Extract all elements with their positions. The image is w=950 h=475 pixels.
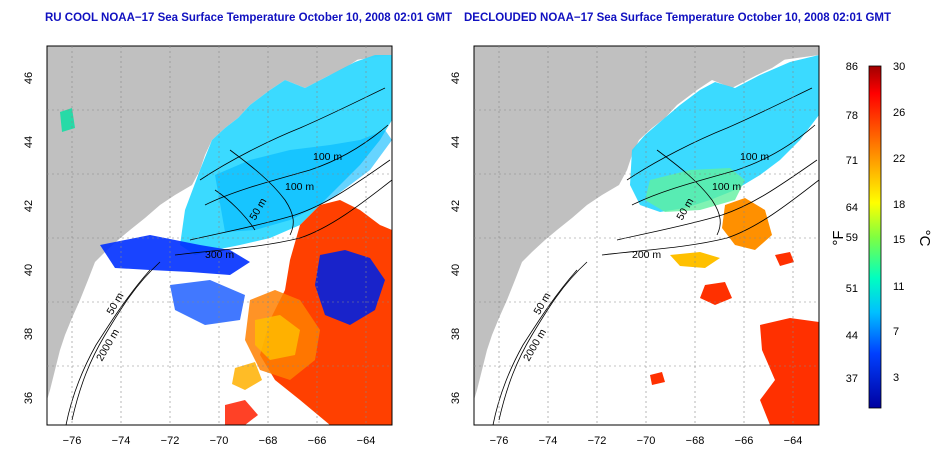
lon-tick: −74 — [539, 435, 558, 447]
contour-label: 100 m — [285, 181, 314, 193]
lat-tick: 44 — [23, 136, 35, 148]
shelf-water-cool — [630, 55, 819, 212]
right-map-title: DECLOUDED NOAA−17 Sea Surface Temperatur… — [464, 12, 892, 24]
celsius-tick: 18 — [893, 199, 905, 211]
right-map: 100 m 100 m 50 m 200 m 50 m 2000 m 36 38… — [450, 45, 820, 447]
lon-tick: −72 — [161, 435, 180, 447]
lat-tick: 46 — [23, 72, 35, 84]
colorbar: 86 78 71 64 59 51 44 37 30 26 22 18 15 1… — [830, 61, 933, 409]
left-map: 100 m 100 m 50 m 300 m 50 m 2000 m 36 38… — [23, 45, 393, 447]
lon-tick: −68 — [259, 435, 278, 447]
contour-label: 100 m — [740, 151, 769, 163]
left-lon-axis: −76 −74 −72 −70 −68 −66 −64 — [63, 435, 376, 447]
lon-tick: −66 — [308, 435, 327, 447]
fahrenheit-tick: 44 — [846, 330, 858, 342]
fahrenheit-tick: 51 — [846, 283, 858, 295]
fahrenheit-tick: 64 — [846, 202, 858, 214]
lon-tick: −76 — [490, 435, 509, 447]
fahrenheit-tick: 78 — [846, 110, 858, 122]
celsius-ticks: 30 26 22 18 15 11 7 3 — [893, 61, 905, 384]
celsius-tick: 7 — [893, 326, 899, 338]
lat-tick: 40 — [23, 264, 35, 276]
left-map-title: RU COOL NOAA−17 Sea Surface Temperature … — [45, 12, 453, 24]
lon-tick: −70 — [210, 435, 229, 447]
lon-tick: −74 — [112, 435, 131, 447]
fahrenheit-tick: 59 — [846, 232, 858, 244]
colorbar-gradient — [868, 65, 882, 409]
right-grid — [474, 46, 819, 425]
lon-tick: −76 — [63, 435, 82, 447]
lat-tick: 42 — [23, 200, 35, 212]
fahrenheit-tick: 71 — [846, 155, 858, 167]
lon-tick: −70 — [637, 435, 656, 447]
right-lat-axis: 36 38 40 42 44 46 — [450, 72, 462, 404]
gulf-stream-warm — [722, 198, 772, 250]
fahrenheit-tick: 37 — [846, 373, 858, 385]
left-grid — [47, 46, 392, 425]
lat-tick: 44 — [450, 136, 462, 148]
celsius-tick: 30 — [893, 61, 905, 73]
lat-tick: 46 — [450, 72, 462, 84]
lat-tick: 36 — [450, 392, 462, 404]
contour-label: 100 m — [712, 181, 741, 193]
contour-label: 300 m — [205, 249, 234, 261]
lon-tick: −72 — [588, 435, 607, 447]
celsius-tick: 11 — [893, 281, 904, 293]
fahrenheit-unit-label: °F — [830, 230, 847, 245]
celsius-tick: 22 — [893, 153, 905, 165]
fahrenheit-ticks: 86 78 71 64 59 51 44 37 — [846, 61, 858, 385]
fahrenheit-tick: 86 — [846, 61, 858, 73]
contour-label: 200 m — [632, 249, 661, 261]
lat-tick: 38 — [23, 328, 35, 340]
lat-tick: 36 — [23, 392, 35, 404]
left-lat-axis: 36 38 40 42 44 46 — [23, 72, 35, 404]
celsius-unit-label: °C — [916, 230, 933, 247]
lat-tick: 38 — [450, 328, 462, 340]
lon-tick: −68 — [686, 435, 705, 447]
lon-tick: −64 — [784, 435, 803, 447]
bathymetry-contours — [492, 87, 819, 425]
right-lon-axis: −76 −74 −72 −70 −68 −66 −64 — [490, 435, 803, 447]
lon-tick: −64 — [357, 435, 376, 447]
celsius-tick: 26 — [893, 107, 905, 119]
lon-tick: −66 — [735, 435, 754, 447]
land-mass — [474, 46, 819, 400]
lat-tick: 42 — [450, 200, 462, 212]
celsius-tick: 15 — [893, 234, 905, 246]
lat-tick: 40 — [450, 264, 462, 276]
land-mass — [47, 46, 392, 400]
contour-label: 100 m — [313, 151, 342, 163]
celsius-tick: 3 — [893, 372, 899, 384]
bathymetry-contours — [65, 87, 392, 425]
